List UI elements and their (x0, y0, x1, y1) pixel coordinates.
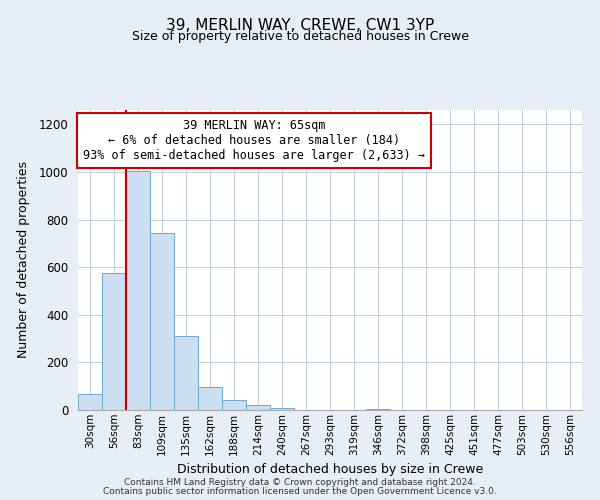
Bar (102, 273, 126, 410)
Y-axis label: Number of detached properties: Number of detached properties (17, 162, 30, 358)
Bar (150, 232, 174, 410)
Bar (222, 400, 246, 410)
Text: Size of property relative to detached houses in Crewe: Size of property relative to detached ho… (131, 30, 469, 43)
Bar (78, 394, 102, 410)
Bar (198, 388, 222, 410)
Text: Contains HM Land Registry data © Crown copyright and database right 2024.: Contains HM Land Registry data © Crown c… (124, 478, 476, 487)
Bar (366, 409, 390, 410)
Bar (270, 408, 294, 410)
Text: 39 MERLIN WAY: 65sqm
← 6% of detached houses are smaller (184)
93% of semi-detac: 39 MERLIN WAY: 65sqm ← 6% of detached ho… (83, 119, 425, 162)
Text: Contains public sector information licensed under the Open Government Licence v3: Contains public sector information licen… (103, 487, 497, 496)
Bar (174, 336, 198, 410)
X-axis label: Distribution of detached houses by size in Crewe: Distribution of detached houses by size … (177, 463, 483, 476)
Bar (126, 170, 150, 410)
Text: 39, MERLIN WAY, CREWE, CW1 3YP: 39, MERLIN WAY, CREWE, CW1 3YP (166, 18, 434, 32)
Bar (246, 405, 270, 410)
